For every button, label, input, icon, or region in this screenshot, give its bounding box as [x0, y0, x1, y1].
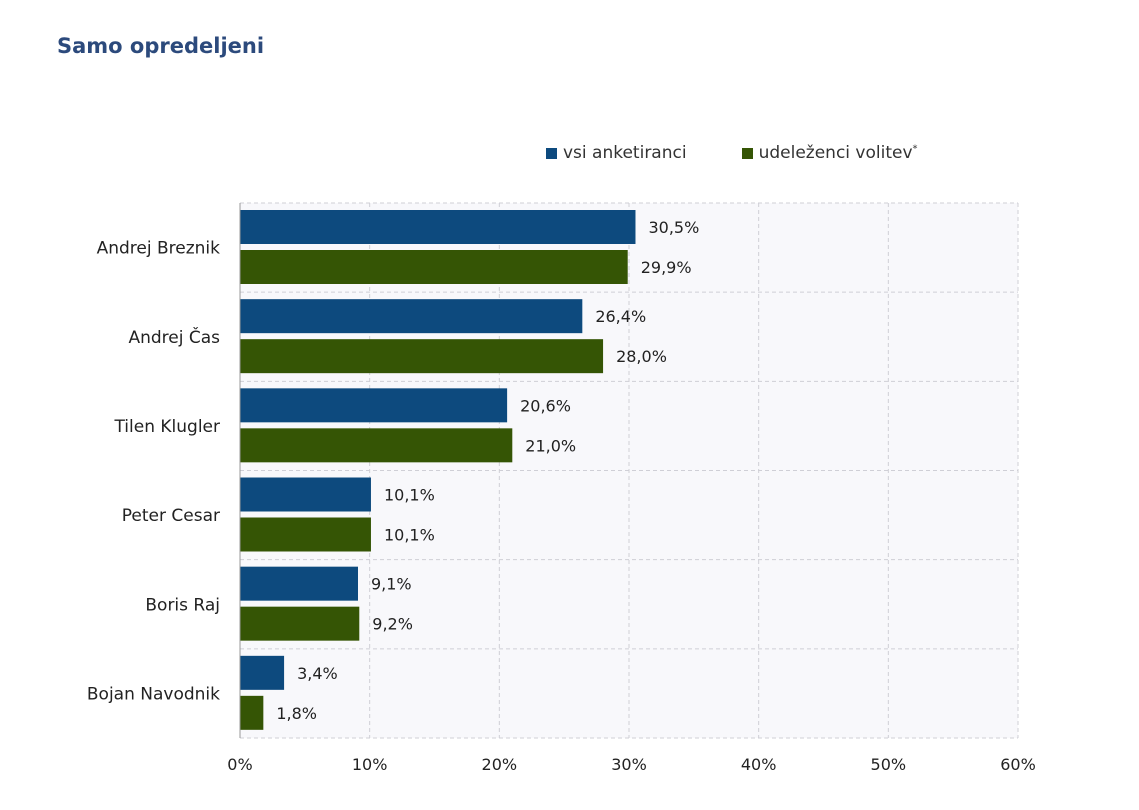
bar — [240, 606, 360, 641]
data-label: 30,5% — [648, 218, 699, 237]
legend-swatch-green — [741, 147, 753, 159]
data-label: 26,4% — [595, 307, 646, 326]
legend-swatch-blue — [546, 147, 557, 159]
x-tick-label: 50% — [871, 755, 907, 774]
x-tick-label: 10% — [352, 755, 388, 774]
bar — [240, 299, 583, 334]
x-tick-label: 30% — [611, 755, 647, 774]
bar — [240, 210, 636, 244]
legend-footnote-marker: * — [912, 143, 918, 155]
bar — [240, 477, 371, 512]
data-label: 28,0% — [616, 347, 667, 366]
chart-legend: vsi anketiranci udeleženci volitev* — [546, 143, 918, 163]
category-label: Bojan Navodnik — [87, 684, 220, 704]
data-label: 9,1% — [371, 575, 412, 594]
x-tick-label: 20% — [482, 755, 518, 774]
bar — [240, 428, 513, 463]
category-label: Tilen Klugler — [113, 417, 220, 437]
bar — [240, 517, 371, 552]
bar — [240, 695, 264, 730]
x-tick-label: 0% — [227, 755, 252, 774]
chart-title: Samo opredeljeni — [57, 34, 265, 58]
data-label: 21,0% — [525, 436, 576, 455]
category-label: Peter Cesar — [122, 506, 220, 526]
data-label: 10,1% — [384, 486, 435, 505]
bar — [240, 339, 604, 374]
data-label: 3,4% — [297, 664, 338, 683]
legend-item-udelezenci-volitev: udeleženci volitev* — [741, 143, 918, 163]
data-label: 1,8% — [276, 704, 317, 723]
category-label: Boris Raj — [145, 595, 220, 615]
category-label: Andrej Breznik — [97, 239, 221, 259]
legend-item-vsi-anketiranci: vsi anketiranci — [546, 143, 687, 163]
data-label: 20,6% — [520, 396, 571, 415]
bar — [240, 250, 628, 284]
data-label: 10,1% — [384, 526, 435, 545]
bar — [240, 566, 358, 601]
data-label: 29,9% — [641, 258, 692, 277]
legend-label: udeleženci volitev — [758, 143, 913, 163]
data-label: 9,2% — [372, 615, 413, 634]
bar — [240, 655, 285, 690]
category-label: Andrej Čas — [128, 326, 220, 348]
legend-label: vsi anketiranci — [563, 143, 687, 163]
x-tick-label: 60% — [1000, 755, 1036, 774]
bar — [240, 388, 508, 423]
x-tick-label: 40% — [741, 755, 777, 774]
